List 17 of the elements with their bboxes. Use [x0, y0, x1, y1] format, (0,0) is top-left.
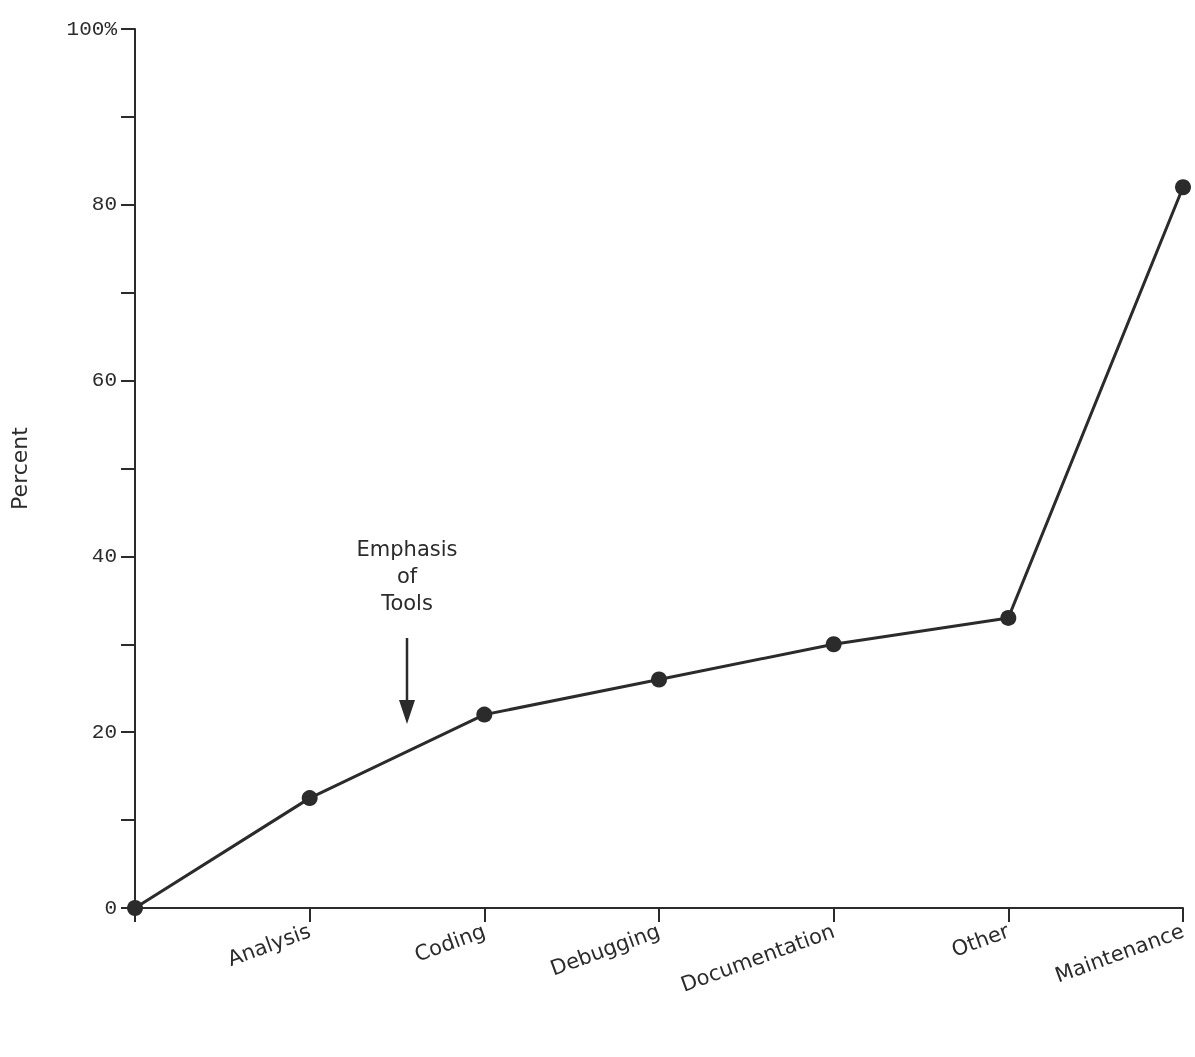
- point: [127, 900, 143, 916]
- y-tick-label: 60: [91, 369, 117, 393]
- y-tick-label: 100%: [66, 17, 118, 41]
- x-tick-label: Other: [948, 918, 1013, 962]
- annotation: Emphasis of Tools: [356, 536, 458, 615]
- point: [1175, 179, 1191, 196]
- y-axis-title: Percent: [6, 426, 32, 510]
- x-tick-label: Coding: [411, 918, 489, 967]
- point: [651, 671, 667, 688]
- point: [476, 706, 493, 723]
- point: [301, 790, 318, 807]
- y-tick-label: 20: [91, 720, 117, 744]
- point: [825, 636, 842, 653]
- y-tick-label: 80: [91, 193, 117, 217]
- point: [1000, 609, 1017, 626]
- y-tick-label: 40: [91, 544, 117, 568]
- y-tick-label: 0: [104, 896, 117, 920]
